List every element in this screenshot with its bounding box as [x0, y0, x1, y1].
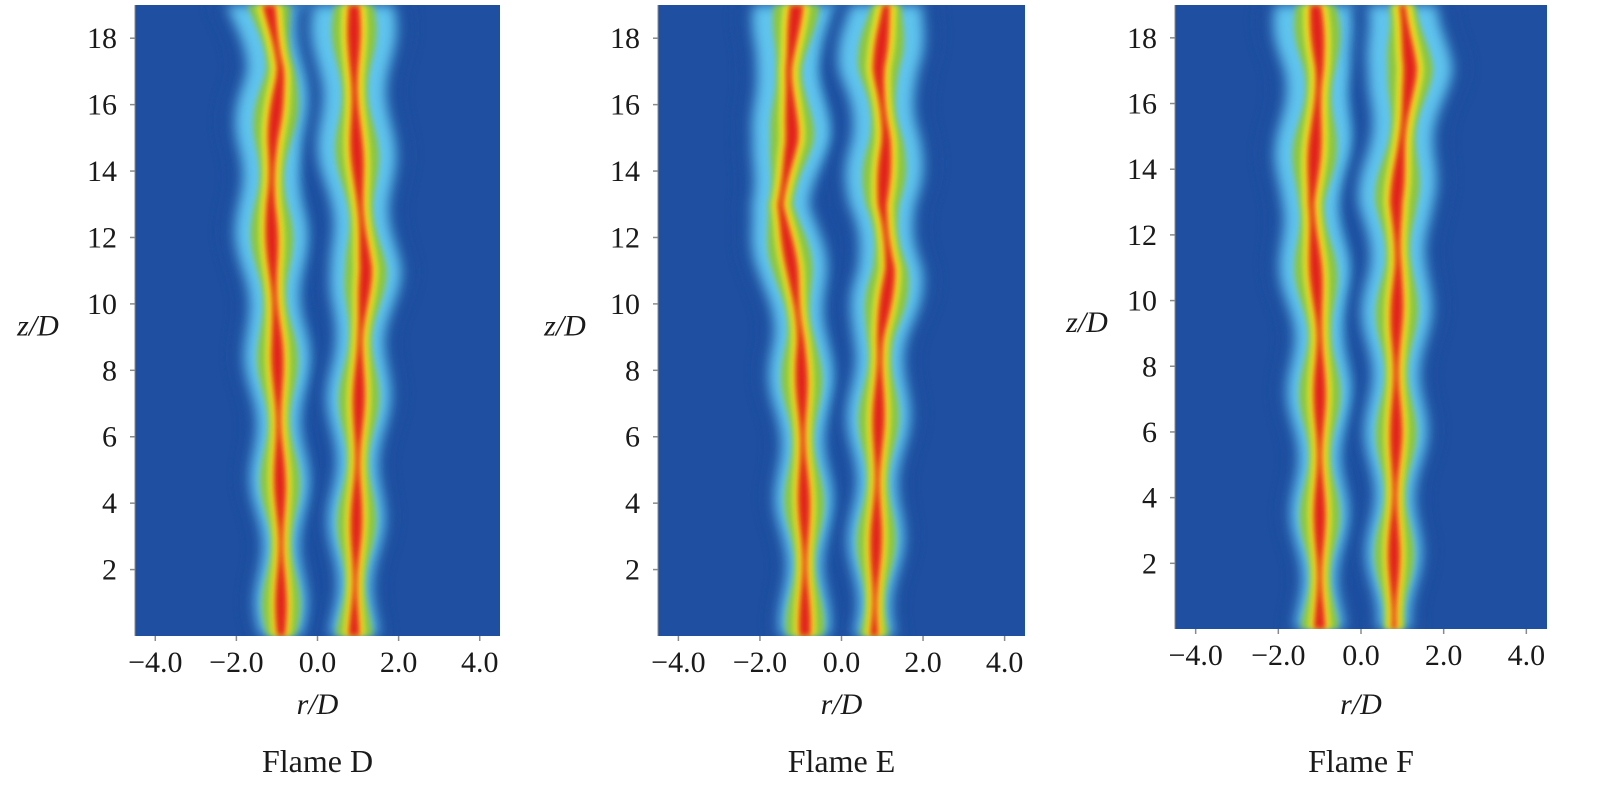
x-tick-label: 0.0: [299, 646, 337, 679]
flame-field: [1256, 5, 1470, 629]
x-tick-label: −4.0: [1168, 639, 1222, 672]
x-tick-label: 0.0: [823, 646, 861, 679]
y-tick-label: 14: [87, 155, 117, 188]
contour-band-5: [869, 5, 896, 636]
flame-branch-right: [821, 5, 942, 636]
x-tick-label: −2.0: [209, 646, 263, 679]
y-tick-label: 10: [610, 288, 640, 321]
y-tick-label: 8: [1142, 350, 1157, 383]
y-tick-label: 14: [1127, 153, 1157, 186]
x-tick-label: 4.0: [986, 646, 1024, 679]
y-tick-label: 18: [1127, 22, 1157, 55]
panel-flame-d: 2 4 6 8 10 12 14 16 18 −4.0 −2.0 0.0 2.0 4.0 z/D r/D Fla…: [16, 5, 500, 779]
y-tick-label: 8: [625, 354, 640, 387]
contour-band-5: [347, 5, 373, 636]
panel-title: Flame E: [788, 743, 896, 779]
y-tick-label: 16: [87, 89, 117, 122]
y-tick-label: 10: [1127, 285, 1157, 318]
x-tick-label: 2.0: [904, 646, 942, 679]
y-tick-label: 4: [102, 487, 117, 520]
x-axis-label: r/D: [1340, 688, 1382, 721]
y-tick-label: 12: [610, 221, 640, 254]
flame-branch-left: [209, 5, 333, 636]
y-tick-label: 14: [610, 155, 640, 188]
panel-flame-e: 2 4 6 8 10 12 14 16 18 −4.0 −2.0 0.0 2.0 4.0 z/D r/D Fla…: [543, 5, 1025, 779]
x-tick-label: −4.0: [651, 646, 705, 679]
y-tick-label: 6: [625, 421, 640, 454]
flame-branch-left: [1256, 5, 1378, 629]
x-axis-label: r/D: [297, 688, 339, 721]
contour-band-5: [262, 5, 288, 636]
x-axis-label: r/D: [821, 688, 863, 721]
x-tick-label: −2.0: [1251, 639, 1305, 672]
x-tick-label: 0.0: [1342, 639, 1380, 672]
panel-flame-f: 2 4 6 8 10 12 14 16 18 −4.0 −2.0 0.0 2.0 4.0 z/D r/D Fla…: [1065, 5, 1547, 779]
y-tick-label: 10: [87, 288, 117, 321]
contour-band-5: [777, 5, 811, 636]
y-tick-label: 18: [87, 22, 117, 55]
x-tick-label: 2.0: [1425, 639, 1463, 672]
y-tick-label: 2: [102, 554, 117, 587]
y-tick-label: 6: [102, 421, 117, 454]
y-tick-label: 2: [625, 554, 640, 587]
y-axis-label: z/D: [16, 310, 59, 343]
x-tick-label: −4.0: [128, 646, 182, 679]
y-axis-label: z/D: [1065, 306, 1108, 339]
x-tick-label: 2.0: [380, 646, 418, 679]
y-tick-label: 8: [102, 354, 117, 387]
contour-band-5: [1387, 5, 1418, 629]
y-tick-label: 2: [1142, 547, 1157, 580]
y-tick-label: 16: [610, 89, 640, 122]
y-tick-label: 16: [1127, 88, 1157, 121]
contour-band-5: [1307, 5, 1327, 629]
y-axis-label: z/D: [543, 310, 586, 343]
y-tick-label: 6: [1142, 416, 1157, 449]
flame-field: [209, 5, 416, 636]
x-tick-label: −2.0: [733, 646, 787, 679]
panel-title: Flame F: [1308, 743, 1414, 779]
flame-branch-right: [1343, 5, 1470, 629]
flame-branch-left: [734, 5, 858, 636]
flame-branch-right: [294, 5, 416, 636]
y-tick-label: 18: [610, 22, 640, 55]
y-tick-label: 12: [1127, 219, 1157, 252]
y-tick-label: 12: [87, 221, 117, 254]
y-tick-label: 4: [1142, 482, 1157, 515]
flame-field: [734, 5, 942, 636]
panel-title: Flame D: [262, 743, 373, 779]
x-tick-label: 4.0: [1508, 639, 1546, 672]
y-tick-label: 4: [625, 487, 640, 520]
x-tick-label: 4.0: [461, 646, 499, 679]
